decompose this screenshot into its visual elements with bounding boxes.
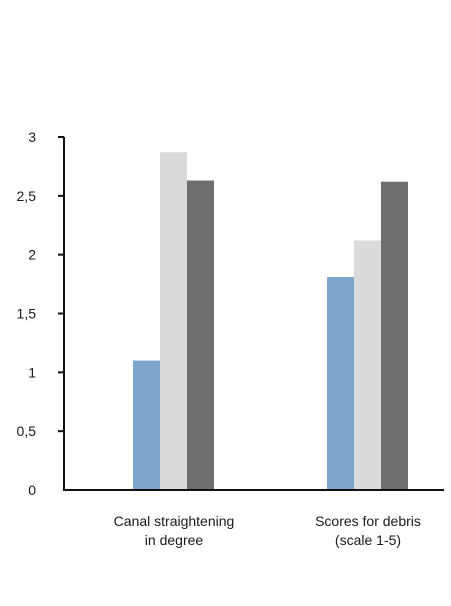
bars-layer bbox=[133, 152, 408, 491]
y-axis: 0 0,5 1 1,5 2 2,5 3 bbox=[17, 129, 65, 498]
bar-2-series-3 bbox=[381, 181, 408, 491]
y-tick-label-2: 1 bbox=[28, 364, 36, 380]
x-category-label-1-line-1: Canal straightening bbox=[114, 513, 235, 529]
bar-1-series-3 bbox=[187, 180, 214, 490]
x-category-label-2: Scores for debris (scale 1-5) bbox=[315, 513, 421, 548]
x-category-label-1-line-2: in degree bbox=[145, 532, 204, 548]
x-category-label-2-line-2: (scale 1-5) bbox=[335, 532, 401, 548]
x-category-label-2-line-1: Scores for debris bbox=[315, 513, 421, 529]
y-tick-label-4: 2 bbox=[28, 247, 36, 263]
y-tick-label-6: 3 bbox=[28, 129, 36, 145]
y-tick-label-0: 0 bbox=[28, 482, 36, 498]
bar-1-series-2 bbox=[160, 152, 187, 490]
bar-2-series-2 bbox=[354, 240, 381, 490]
y-tick-label-5: 2,5 bbox=[17, 188, 37, 204]
y-tick-label-3: 1,5 bbox=[17, 306, 37, 322]
bar-2-series-1 bbox=[327, 277, 354, 490]
x-axis: Canal straightening in degree Scores for d… bbox=[63, 489, 444, 548]
y-tick-label-1: 0,5 bbox=[17, 423, 37, 439]
x-category-label-1: Canal straightening in degree bbox=[114, 513, 235, 548]
bar-1-series-1 bbox=[133, 360, 160, 490]
